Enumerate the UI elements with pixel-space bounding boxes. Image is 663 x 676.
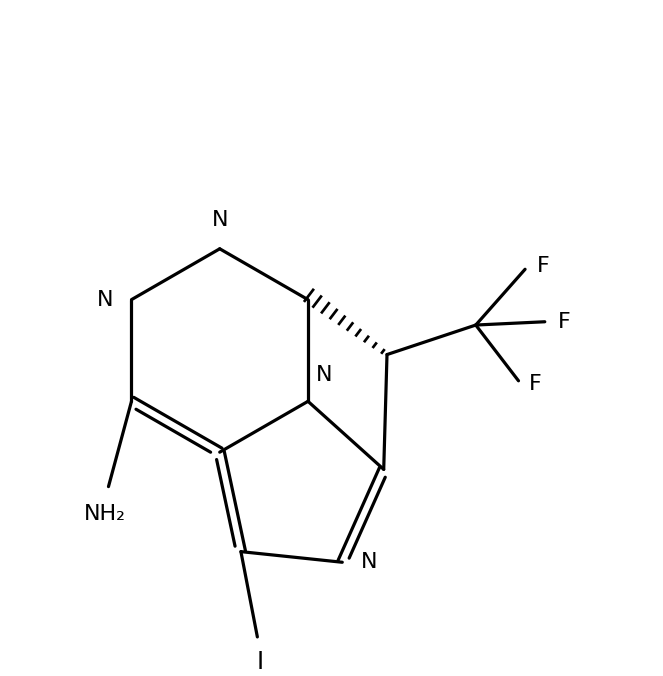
Text: N: N [211, 210, 228, 231]
Text: N: N [316, 365, 332, 385]
Text: F: F [558, 312, 571, 332]
Text: F: F [528, 374, 541, 394]
Text: NH₂: NH₂ [84, 504, 126, 524]
Text: N: N [97, 289, 113, 310]
Text: I: I [257, 650, 265, 674]
Text: F: F [537, 256, 550, 276]
Text: N: N [361, 552, 377, 573]
